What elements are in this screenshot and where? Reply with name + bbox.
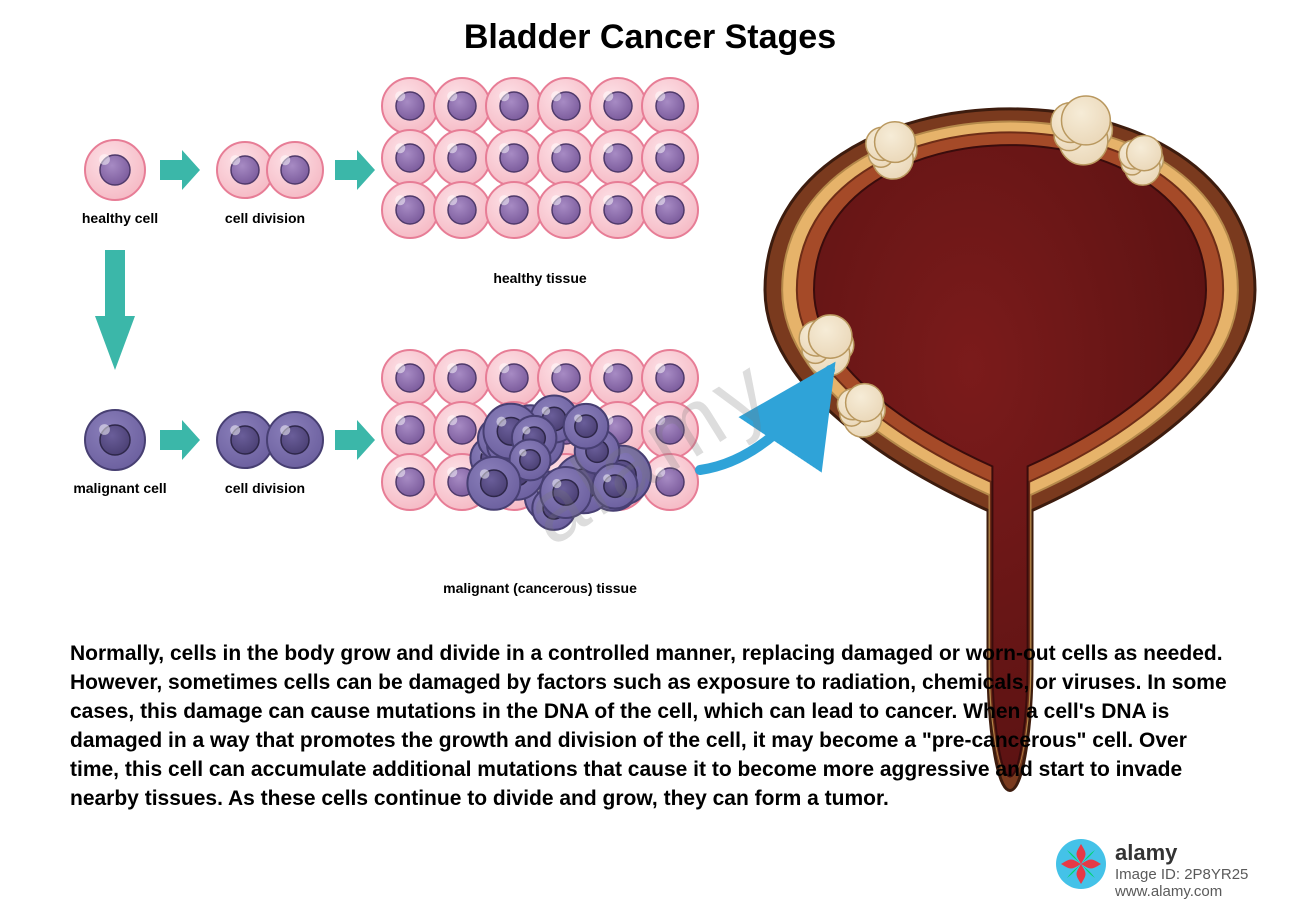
label-malignant-tissue: malignant (cancerous) tissue [380,580,700,596]
label-healthy-tissue: healthy tissue [430,270,650,286]
watermark-logo [1055,838,1107,890]
label-healthy-cell: healthy cell [60,210,180,226]
page-title: Bladder Cancer Stages [0,18,1300,57]
watermark-logo-label: alamy [1115,840,1177,866]
description-paragraph: Normally, cells in the body grow and div… [70,640,1230,814]
watermark-credit: Image ID: 2P8YR25 www.alamy.com [1115,866,1248,901]
label-cell-division-1: cell division [195,210,335,226]
label-malignant-cell: malignant cell [50,480,190,496]
label-cell-division-2: cell division [195,480,335,496]
